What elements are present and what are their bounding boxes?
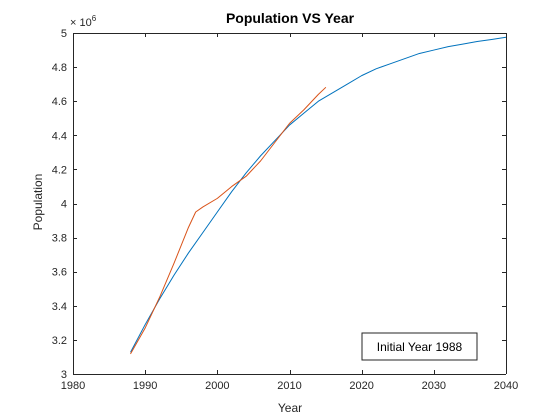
x-tick-label: 2040 xyxy=(494,380,518,392)
y-ticks: 3 3.2 3.4 3.6 3.8 4 4.2 4.4 4.6 4.8 5 xyxy=(52,28,506,381)
legend-border xyxy=(361,332,478,361)
x-ticks: 1980 1990 2000 2010 2020 2030 2040 xyxy=(61,33,518,392)
x-tick-label: 1990 xyxy=(133,380,157,392)
plot-area xyxy=(73,33,506,374)
x-tick-label: 2030 xyxy=(422,380,446,392)
x-axis-label: Year xyxy=(278,401,302,415)
y-axis-multiplier: × 106 xyxy=(70,14,97,29)
x-tick-label: 1980 xyxy=(61,380,85,392)
y-tick-label: 3.6 xyxy=(52,267,67,279)
y-tick-label: 3.4 xyxy=(52,301,67,313)
y-tick-label: 4.8 xyxy=(52,62,67,74)
multiplier-base: × 10 xyxy=(70,17,92,29)
y-tick-label: 3 xyxy=(61,369,67,381)
series-line-1 xyxy=(130,36,507,353)
x-tick-label: 2020 xyxy=(349,380,373,392)
legend-annotation: Initial Year 1988 xyxy=(377,340,463,354)
y-tick-label: 4.6 xyxy=(52,96,67,108)
y-tick-label: 5 xyxy=(61,28,67,40)
lines-layer xyxy=(130,36,507,355)
legend-box: Initial Year 1988 xyxy=(361,332,478,361)
x-tick-label: 2000 xyxy=(205,380,229,392)
y-tick-label: 3.2 xyxy=(52,335,67,347)
y-tick-label: 4.4 xyxy=(52,130,67,142)
series-line-2 xyxy=(130,87,327,355)
multiplier-exponent: 6 xyxy=(92,14,97,23)
y-tick-label: 4 xyxy=(61,199,67,211)
chart-title: Population VS Year xyxy=(226,10,355,26)
y-tick-label: 3.8 xyxy=(52,233,67,245)
y-tick-label: 4.2 xyxy=(52,164,67,176)
y-axis-label: Population xyxy=(31,174,45,231)
x-tick-label: 2010 xyxy=(277,380,301,392)
